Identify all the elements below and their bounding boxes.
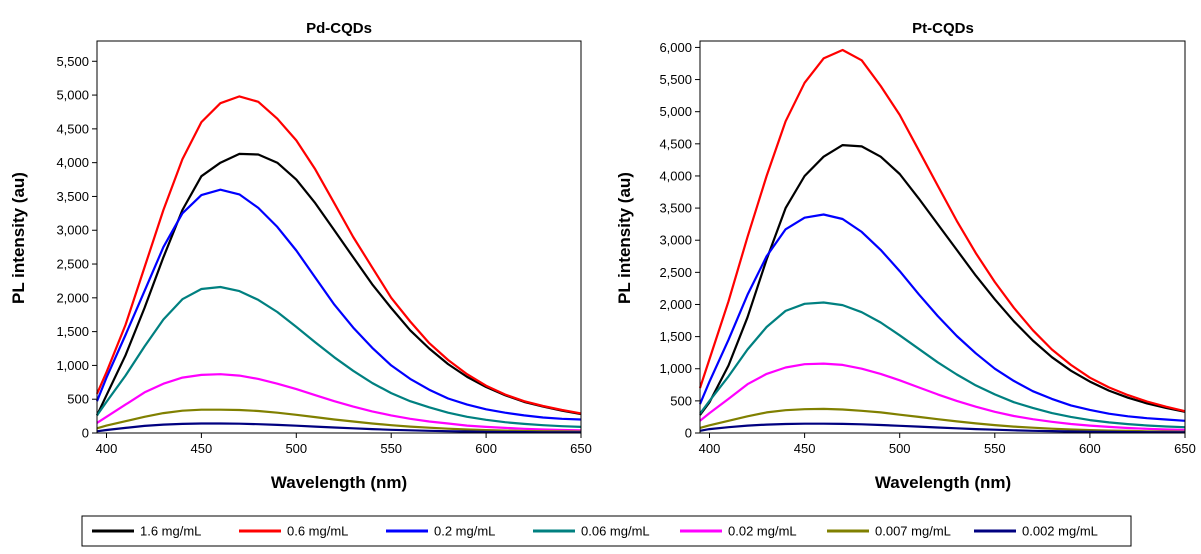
- legend-label: 0.2 mg/mL: [434, 524, 495, 539]
- ticks-group: 0 500 1,000 1,500 2,000 2,500 3,000 3,500 4,000 4…: [659, 40, 1195, 456]
- y-tick-label: 3,500: [659, 201, 692, 216]
- legend-label: 0.007 mg/mL: [875, 524, 951, 539]
- series-line-6: [699, 422, 1186, 434]
- x-tick-label: 450: [794, 441, 816, 456]
- y-tick-label: 3,000: [56, 223, 89, 238]
- series-line-3: [96, 285, 582, 428]
- y-tick-label: 0: [82, 426, 89, 441]
- series-line-5: [699, 407, 1186, 433]
- x-tick-label: 600: [475, 441, 497, 456]
- y-tick-label: 1,000: [56, 358, 89, 373]
- chart-pd-cqds: Pd-CQDs PL intensity (au) Wavelength (nm…: [9, 20, 592, 492]
- chart-title: Pd-CQDs: [306, 20, 372, 37]
- y-tick-label: 1,000: [659, 361, 692, 376]
- series-line-2: [95, 188, 582, 421]
- series-lines: [698, 48, 1186, 434]
- y-tick-label: 2,500: [56, 257, 89, 272]
- y-tick-label: 2,000: [659, 297, 692, 312]
- plot-frame: [699, 40, 1186, 434]
- x-tick-label: 550: [984, 441, 1006, 456]
- series-line-0: [699, 144, 1186, 416]
- series-line-1: [95, 95, 582, 415]
- plot-frame: [96, 40, 582, 434]
- y-tick-label: 2,000: [56, 290, 89, 305]
- legend-box: [81, 515, 1132, 547]
- y-tick-label: 4,000: [56, 155, 89, 170]
- y-tick-label: 1,500: [56, 324, 89, 339]
- x-tick-label: 400: [96, 441, 118, 456]
- x-tick-label: 450: [191, 441, 213, 456]
- y-tick-label: 1,500: [659, 329, 692, 344]
- series-line-1: [698, 48, 1186, 413]
- y-tick-label: 500: [670, 393, 692, 408]
- y-tick-label: 5,000: [56, 88, 89, 103]
- series-line-6: [96, 422, 582, 434]
- x-tick-label: 550: [380, 441, 402, 456]
- legend-label: 0.06 mg/mL: [581, 524, 650, 539]
- series-lines: [95, 95, 582, 434]
- legend-label: 0.6 mg/mL: [287, 524, 348, 539]
- y-tick-label: 5,500: [659, 72, 692, 87]
- y-tick-label: 3,000: [659, 233, 692, 248]
- series-line-4: [96, 373, 582, 432]
- legend-label: 0.02 mg/mL: [728, 524, 797, 539]
- legend-items: 1.6 mg/mL 0.6 mg/mL 0.2 mg/mL 0.06 mg/mL 0.0…: [92, 524, 1098, 539]
- y-tick-label: 2,500: [659, 265, 692, 280]
- y-tick-label: 4,000: [659, 168, 692, 183]
- x-tick-label: 650: [1174, 441, 1196, 456]
- y-tick-label: 6,000: [659, 40, 692, 55]
- legend-label: 1.6 mg/mL: [140, 524, 201, 539]
- series-line-3: [699, 301, 1186, 429]
- y-tick-label: 3,500: [56, 189, 89, 204]
- x-tick-label: 500: [889, 441, 911, 456]
- y-tick-label: 4,500: [56, 121, 89, 136]
- ticks-group: 0 500 1,000 1,500 2,000 2,500 3,000 3,500 4,000 4…: [56, 54, 591, 456]
- y-tick-label: 4,500: [659, 136, 692, 151]
- legend-label: 0.002 mg/mL: [1022, 524, 1098, 539]
- x-tick-label: 600: [1079, 441, 1101, 456]
- x-tick-label: 650: [570, 441, 592, 456]
- y-tick-label: 5,500: [56, 54, 89, 69]
- chart-pt-cqds: Pt-CQDs PL intensity (au) Wavelength (nm…: [615, 20, 1196, 492]
- x-tick-label: 400: [699, 441, 721, 456]
- y-tick-label: 0: [685, 426, 692, 441]
- x-tick-label: 500: [285, 441, 307, 456]
- series-line-4: [699, 362, 1186, 431]
- x-axis-title: Wavelength (nm): [875, 473, 1011, 492]
- series-line-5: [96, 408, 582, 433]
- x-axis-title: Wavelength (nm): [271, 473, 407, 492]
- y-tick-label: 5,000: [659, 104, 692, 119]
- chart-title: Pt-CQDs: [912, 20, 974, 37]
- y-tick-label: 500: [67, 392, 89, 407]
- y-axis-title: PL intensity (au): [9, 172, 28, 304]
- y-axis-title: PL intensity (au): [615, 172, 634, 304]
- series-line-2: [698, 213, 1186, 422]
- legend: 1.6 mg/mL 0.6 mg/mL 0.2 mg/mL 0.06 mg/mL 0.0…: [81, 515, 1132, 547]
